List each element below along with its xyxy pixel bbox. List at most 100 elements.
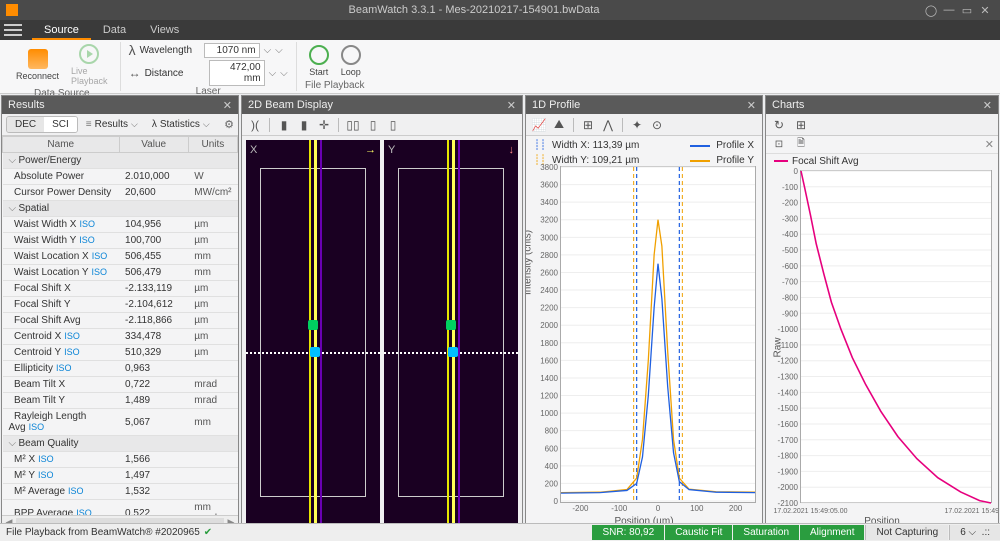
start-button[interactable]: Start bbox=[305, 43, 333, 79]
overlay1-icon[interactable]: ▮ bbox=[275, 116, 293, 134]
tool-icon[interactable]: ✦ bbox=[628, 116, 646, 134]
svg-text:3800: 3800 bbox=[540, 163, 558, 172]
wavelength-input[interactable]: 1070 nm bbox=[204, 43, 260, 58]
chevron-down-icon[interactable]: ⌵ bbox=[269, 68, 277, 79]
tab-data[interactable]: Data bbox=[91, 20, 138, 40]
live-playback-button[interactable]: Live Playback bbox=[67, 42, 112, 88]
table-row[interactable]: BPP AverageISO0,522mm mrad bbox=[3, 500, 238, 516]
results-dropdown[interactable]: ≡Results bbox=[80, 117, 144, 132]
panel-title: 2D Beam Display bbox=[248, 99, 333, 111]
window-title: BeamWatch 3.3.1 - Mes-20210217-154901.bw… bbox=[26, 4, 922, 16]
playback-status: File Playback from BeamWatch® #2020965 bbox=[6, 527, 200, 538]
table-row[interactable]: Waist Width XISO104,956µm bbox=[3, 217, 238, 233]
cursor-icon[interactable]: )( bbox=[246, 116, 264, 134]
chart-icon[interactable]: 📈 bbox=[530, 116, 548, 134]
close-button[interactable]: ✕ bbox=[976, 4, 994, 17]
tool-icon[interactable]: ⊡ bbox=[770, 136, 788, 154]
overlay2-icon[interactable]: ▮ bbox=[295, 116, 313, 134]
width-x-marker: ┊┊ bbox=[534, 140, 546, 151]
table-row[interactable]: Cursor Power Density20,600MW/cm² bbox=[3, 185, 238, 201]
table-row[interactable]: Focal Shift X-2.133,119µm bbox=[3, 281, 238, 297]
notation-toggle[interactable]: DEC SCI bbox=[6, 116, 78, 133]
alignment-badge: Alignment bbox=[800, 525, 864, 540]
layout2-icon[interactable]: ▯ bbox=[364, 116, 382, 134]
tool-icon[interactable]: 🗎 bbox=[792, 136, 810, 154]
profile-y-swatch bbox=[690, 160, 710, 162]
svg-text:-1600: -1600 bbox=[778, 420, 799, 429]
table-row[interactable]: Focal Shift Avg-2.118,866µm bbox=[3, 313, 238, 329]
tab-source[interactable]: Source bbox=[32, 20, 91, 40]
svg-text:1200: 1200 bbox=[540, 392, 558, 401]
chevron-down-icon[interactable]: ⌵ bbox=[275, 45, 283, 56]
table-row[interactable]: Waist Location XISO506,455mm bbox=[3, 249, 238, 265]
help-icon[interactable]: ◯ bbox=[922, 4, 940, 17]
table-row[interactable]: M² XISO1,566 bbox=[3, 452, 238, 468]
close-icon[interactable]: ✕ bbox=[747, 99, 756, 112]
refresh-icon[interactable]: ↻ bbox=[770, 116, 788, 134]
chevron-down-icon[interactable]: ⌵ bbox=[264, 45, 272, 56]
table-row[interactable]: Absolute Power2.010,000W bbox=[3, 169, 238, 185]
svg-text:-200: -200 bbox=[572, 504, 589, 513]
svg-text:1600: 1600 bbox=[540, 356, 558, 365]
profile-chart[interactable]: 0200400600800100012001400160018002000220… bbox=[560, 166, 756, 503]
close-icon[interactable]: ✕ bbox=[985, 138, 994, 151]
title-bar: BeamWatch 3.3.1 - Mes-20210217-154901.bw… bbox=[0, 0, 1000, 20]
profile-1d-panel: 1D Profile✕ 📈 ⛰ ⊞ ⋀ ✦ ⊙ ┊┊Width X: 113,3… bbox=[525, 95, 763, 530]
close-icon[interactable]: ✕ bbox=[507, 99, 516, 112]
svg-text:-500: -500 bbox=[782, 246, 799, 255]
dec-button[interactable]: DEC bbox=[7, 117, 44, 132]
loop-button[interactable]: Loop bbox=[337, 43, 365, 79]
distance-input[interactable]: 472,00 mm bbox=[209, 60, 265, 86]
chevron-down-icon[interactable]: ⌵ bbox=[280, 68, 288, 79]
minimize-button[interactable]: ― bbox=[940, 4, 958, 16]
beam-view-y[interactable]: Y↓ bbox=[384, 140, 518, 525]
chart-icon[interactable]: ⛰ bbox=[550, 116, 568, 134]
group-header[interactable]: ⌵Spatial bbox=[3, 201, 238, 217]
tool-icon[interactable]: ⊞ bbox=[579, 116, 597, 134]
maximize-button[interactable]: ▭ bbox=[958, 4, 976, 17]
group-header[interactable]: ⌵Beam Quality bbox=[3, 436, 238, 452]
tool-icon[interactable]: ⋀ bbox=[599, 116, 617, 134]
table-row[interactable]: Centroid XISO334,478µm bbox=[3, 329, 238, 345]
close-icon[interactable]: ✕ bbox=[983, 99, 992, 112]
beam-view-x[interactable]: X→ bbox=[246, 140, 380, 525]
table-row[interactable]: Centroid YISO510,329µm bbox=[3, 345, 238, 361]
table-row[interactable]: Focal Shift Y-2.104,612µm bbox=[3, 297, 238, 313]
table-row[interactable]: M² YISO1,497 bbox=[3, 468, 238, 484]
width-x-label: Width X: 113,39 µm bbox=[552, 140, 639, 151]
table-row[interactable]: Rayleigh Length AvgISO5,067mm bbox=[3, 409, 238, 436]
count-status[interactable]: 6 ⌵ .:: bbox=[949, 525, 1000, 540]
tab-views[interactable]: Views bbox=[138, 20, 191, 40]
svg-text:1000: 1000 bbox=[540, 409, 558, 418]
crosshair-icon[interactable]: ✛ bbox=[315, 116, 333, 134]
results-table: NameValueUnits ⌵Power/Energy Absolute Po… bbox=[2, 136, 238, 515]
gear-icon[interactable]: ⚙ bbox=[224, 118, 234, 131]
config-icon[interactable]: ⊞ bbox=[792, 116, 810, 134]
reconnect-button[interactable]: Reconnect bbox=[12, 47, 63, 83]
hamburger-icon[interactable] bbox=[4, 23, 22, 37]
table-row[interactable]: EllipticityISO0,963 bbox=[3, 361, 238, 377]
table-row[interactable]: Beam Tilt X0,722mrad bbox=[3, 377, 238, 393]
sci-button[interactable]: SCI bbox=[44, 117, 77, 132]
svg-text:-300: -300 bbox=[782, 214, 799, 223]
tool-icon[interactable]: ⊙ bbox=[648, 116, 666, 134]
svg-text:-1300: -1300 bbox=[778, 373, 799, 382]
svg-text:0: 0 bbox=[656, 504, 661, 513]
svg-text:3600: 3600 bbox=[540, 181, 558, 190]
table-row[interactable]: Waist Location YISO506,479mm bbox=[3, 265, 238, 281]
svg-text:-1200: -1200 bbox=[778, 357, 799, 366]
table-row[interactable]: Beam Tilt Y1,489mrad bbox=[3, 393, 238, 409]
ribbon: Reconnect Live Playback Data Source λ Wa… bbox=[0, 40, 1000, 94]
svg-text:2800: 2800 bbox=[540, 251, 558, 260]
layout3-icon[interactable]: ▯ bbox=[384, 116, 402, 134]
svg-text:-600: -600 bbox=[782, 262, 799, 271]
svg-text:2200: 2200 bbox=[540, 304, 558, 313]
table-row[interactable]: M² AverageISO1,532 bbox=[3, 484, 238, 500]
group-header[interactable]: ⌵Power/Energy bbox=[3, 153, 238, 169]
close-icon[interactable]: ✕ bbox=[223, 99, 232, 112]
statistics-dropdown[interactable]: λStatistics bbox=[146, 117, 216, 132]
table-row[interactable]: Waist Width YISO100,700µm bbox=[3, 233, 238, 249]
width-y-label: Width Y: 109,21 µm bbox=[552, 155, 639, 166]
layout1-icon[interactable]: ▯▯ bbox=[344, 116, 362, 134]
focal-shift-chart[interactable]: -2100-2000-1900-1800-1700-1600-1500-1400… bbox=[800, 170, 992, 503]
